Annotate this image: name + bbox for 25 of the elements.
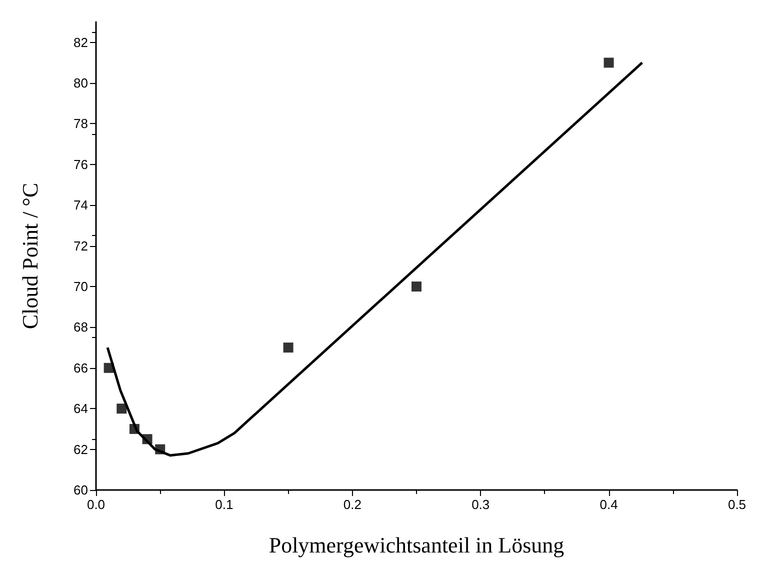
x-tick-label: 0.0 <box>86 497 106 512</box>
x-tick-label: 0.5 <box>728 497 746 512</box>
point <box>116 404 127 414</box>
x-tick-label: 0.3 <box>472 497 490 512</box>
y-tick-label: 60 <box>74 482 88 498</box>
y-tick-label: 66 <box>74 360 88 376</box>
y-tick-label: 74 <box>74 198 88 213</box>
x-tick-label: 0.2 <box>343 497 362 512</box>
y-tick-label: 82 <box>74 34 88 50</box>
y-tick-label: 78 <box>74 116 88 132</box>
y-tick-label: 62 <box>74 442 88 457</box>
y-tick-label: 80 <box>74 76 88 91</box>
point <box>283 342 294 353</box>
y-tick-label: 68 <box>74 320 88 335</box>
point <box>604 58 614 68</box>
line-series <box>106 61 644 457</box>
y-tick-label: 76 <box>74 156 88 172</box>
y-tick-label: 64 <box>74 401 88 416</box>
x-tick-label: 0.1 <box>215 497 234 512</box>
x-axis-title: Polymergewichtsanteil in Lösung <box>268 532 564 558</box>
x-tick-label: 0.4 <box>600 497 618 512</box>
y-axis-title: Cloud Point / °C <box>18 182 42 330</box>
y-tick-label: 70 <box>74 279 88 294</box>
y-tick-label: 72 <box>74 238 88 254</box>
point <box>412 282 422 292</box>
